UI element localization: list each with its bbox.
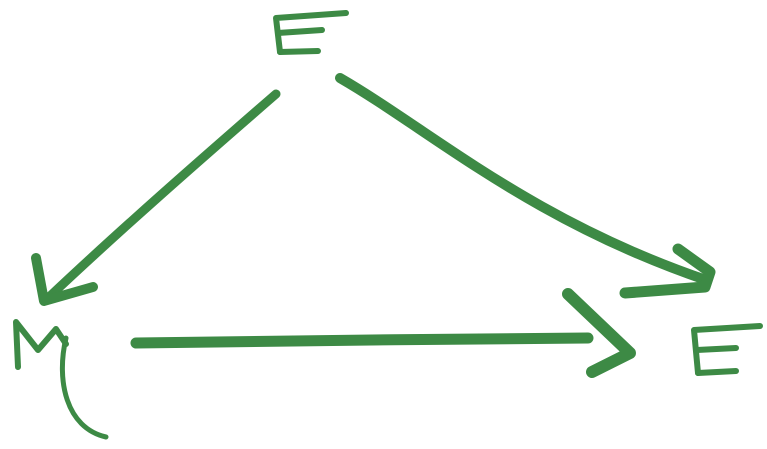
edge-left-to-right: [130, 288, 636, 378]
edge-top-to-right: [335, 73, 716, 299]
arrowhead-right-curve: [619, 243, 716, 299]
edge-top-to-left: [31, 89, 281, 306]
arrowhead-left: [31, 253, 98, 306]
node-left-m: [13, 319, 109, 440]
node-right-e: [691, 323, 763, 376]
arrowhead-bottom: [562, 288, 636, 378]
node-top-e: [273, 10, 349, 55]
